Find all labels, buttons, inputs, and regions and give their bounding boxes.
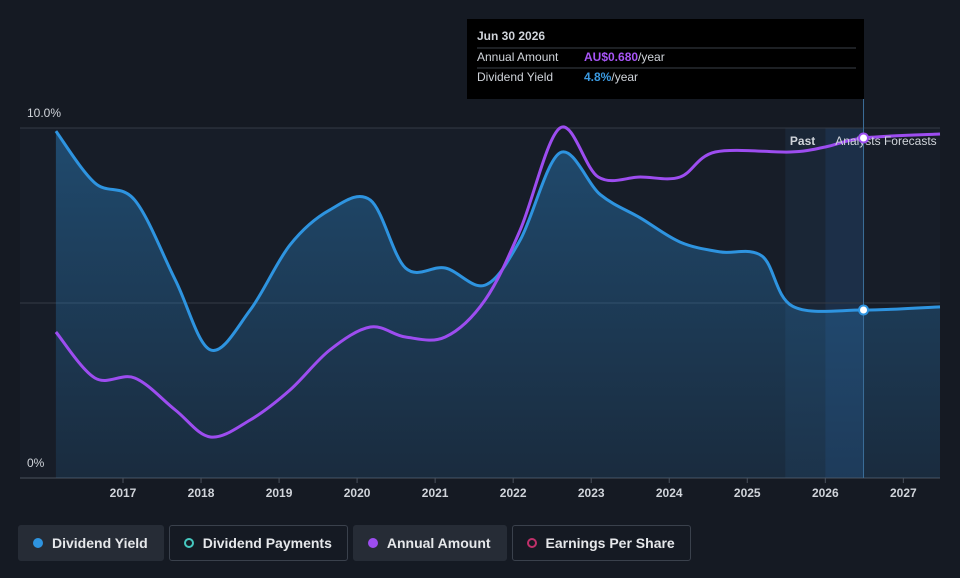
x-tick-label: 2020 [344, 486, 371, 500]
x-tick-label: 2025 [734, 486, 761, 500]
x-tick-label: 2026 [812, 486, 839, 500]
legend-label: Dividend Yield [52, 535, 148, 551]
legend-item[interactable]: Dividend Payments [168, 525, 348, 561]
x-tick-label: 2022 [500, 486, 527, 500]
x-tick-label: 2021 [422, 486, 449, 500]
tooltip: Jun 30 2026 Annual Amount AU$0.680/year Div… [467, 19, 864, 99]
tooltip-date: Jun 30 2026 [477, 29, 545, 43]
tooltip-box [467, 19, 864, 99]
legend-swatch [33, 538, 43, 548]
tooltip-label: Dividend Yield [477, 70, 553, 84]
tooltip-amount: 4.8% [584, 70, 612, 84]
legend-swatch [367, 538, 378, 548]
tooltip-unit: /year [638, 50, 665, 64]
legend-swatch [183, 538, 194, 548]
tooltip-value: 4.8%/year [584, 70, 638, 84]
legend-label: Dividend Payments [202, 535, 332, 551]
legend-swatch [526, 538, 537, 548]
past-label: Past [790, 134, 815, 148]
x-tick-label: 2018 [188, 486, 215, 500]
chart: 0% 10.0% 2017 2018 2019 2020 2021 2022 2023 2024 2… [20, 19, 941, 500]
y-tick-label: 10.0% [27, 106, 61, 120]
tooltip-value: AU$0.680/year [584, 50, 665, 64]
legend-item[interactable]: Annual Amount [352, 525, 507, 561]
x-tick-label: 2017 [110, 486, 137, 500]
legend-label: Annual Amount [386, 535, 491, 551]
hover-marker [858, 132, 870, 144]
x-tick-label: 2019 [266, 486, 293, 500]
legend-item[interactable]: Dividend Yield [18, 525, 164, 561]
legend-label: Earnings Per Share [545, 535, 675, 551]
x-tick-label: 2027 [890, 486, 917, 500]
area [55, 131, 940, 478]
hover-marker [858, 304, 870, 316]
series-line [54, 125, 941, 439]
y-tick-label: 0% [27, 456, 45, 470]
legend-item[interactable]: Earnings Per Share [511, 525, 691, 561]
forecast-label: Analysts Forecasts [835, 134, 936, 148]
x-tick-label: 2023 [578, 486, 605, 500]
x-tick-label: 2024 [656, 486, 683, 500]
tooltip-label: Annual Amount [477, 50, 559, 64]
tooltip-amount: AU$0.680 [584, 50, 638, 64]
legend: Dividend Yield Dividend Payments Annual Am… [18, 525, 691, 561]
series-line [54, 130, 941, 352]
tooltip-unit: /year [611, 70, 638, 84]
